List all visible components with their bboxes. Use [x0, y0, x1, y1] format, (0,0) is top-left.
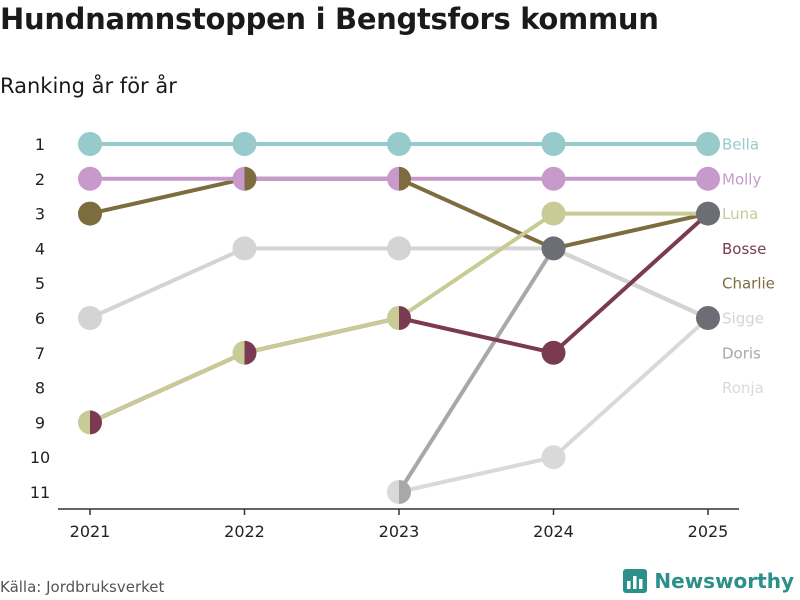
- point-tie-left: [387, 480, 399, 504]
- y-tick-label: 6: [35, 309, 45, 328]
- point-molly: [541, 166, 566, 191]
- x-tick-label: 2023: [379, 522, 420, 541]
- series-end-labels: Bella Molly Luna Bosse Charlie Sigge Doris Ronj…: [722, 136, 775, 398]
- bar-chart-logo-icon: [623, 569, 648, 593]
- point-luna: [541, 201, 566, 226]
- point-tie-right: [399, 306, 411, 330]
- point-sigge: [232, 236, 257, 261]
- point-tie-left: [387, 306, 399, 330]
- point-tie-right: [90, 410, 102, 435]
- end-label-ronja: Ronja: [722, 379, 764, 397]
- end-label-charlie: Charlie: [722, 275, 775, 293]
- y-tick-label: 2: [35, 170, 45, 189]
- end-label-bella: Bella: [722, 136, 759, 154]
- y-tick-label: 5: [35, 274, 45, 293]
- y-tick-label: 9: [35, 413, 45, 432]
- point-bosse: [541, 340, 566, 365]
- point-tie-left: [387, 166, 399, 191]
- point-tie-right: [399, 166, 411, 191]
- point-bella: [232, 132, 257, 156]
- point-tie-left: [232, 340, 245, 365]
- end-label-bosse: Bosse: [722, 240, 766, 258]
- point-tie-left: [232, 166, 245, 191]
- x-tick-label: 2022: [224, 522, 265, 541]
- y-tick-label: 8: [35, 379, 45, 398]
- point-bella: [696, 132, 720, 156]
- point-shared: [541, 236, 566, 261]
- y-tick-label: 7: [35, 344, 45, 363]
- y-axis-ticks: 1 2 3 4 5 6 7 8 9 10 11: [30, 135, 50, 502]
- point-shared: [696, 201, 720, 226]
- point-bella: [387, 132, 411, 156]
- end-label-molly: Molly: [722, 170, 761, 188]
- point-molly: [696, 166, 720, 191]
- point-molly: [78, 166, 102, 191]
- y-tick-label: 10: [30, 448, 50, 467]
- chart-title: Hundnamnstoppen i Bengtsfors kommun: [0, 2, 659, 36]
- brand-logo: Newsworthy: [623, 569, 794, 593]
- x-axis: 2021 2022 2023 2024 2025: [58, 508, 739, 541]
- point-charlie: [78, 201, 102, 226]
- x-tick-label: 2025: [688, 522, 729, 541]
- bump-chart: 1 2 3 4 5 6 7 8 9 10 11 2021 2022 2023 2024 2025 Bella…: [30, 132, 775, 541]
- point-shared: [696, 306, 720, 330]
- point-bella: [78, 132, 102, 156]
- point-bella: [541, 132, 566, 156]
- y-tick-label: 11: [30, 483, 50, 502]
- end-label-doris: Doris: [722, 344, 761, 362]
- x-tick-label: 2024: [533, 522, 574, 541]
- point-sigge: [387, 236, 411, 261]
- y-tick-label: 1: [35, 135, 45, 154]
- end-label-sigge: Sigge: [722, 310, 764, 328]
- y-tick-label: 4: [35, 239, 45, 258]
- point-sigge: [78, 306, 102, 330]
- point-tie-left: [78, 410, 90, 435]
- source-note: Källa: Jordbruksverket: [0, 578, 165, 596]
- y-tick-label: 3: [35, 205, 45, 224]
- chart-subtitle: Ranking år för år: [0, 74, 177, 98]
- series-points: [78, 132, 720, 504]
- x-tick-label: 2021: [70, 522, 111, 541]
- point-ronja: [541, 445, 566, 470]
- point-tie-right: [244, 340, 257, 365]
- point-tie-right: [244, 166, 257, 191]
- brand-name: Newsworthy: [654, 569, 794, 593]
- end-label-luna: Luna: [722, 205, 758, 223]
- point-tie-right: [399, 480, 411, 504]
